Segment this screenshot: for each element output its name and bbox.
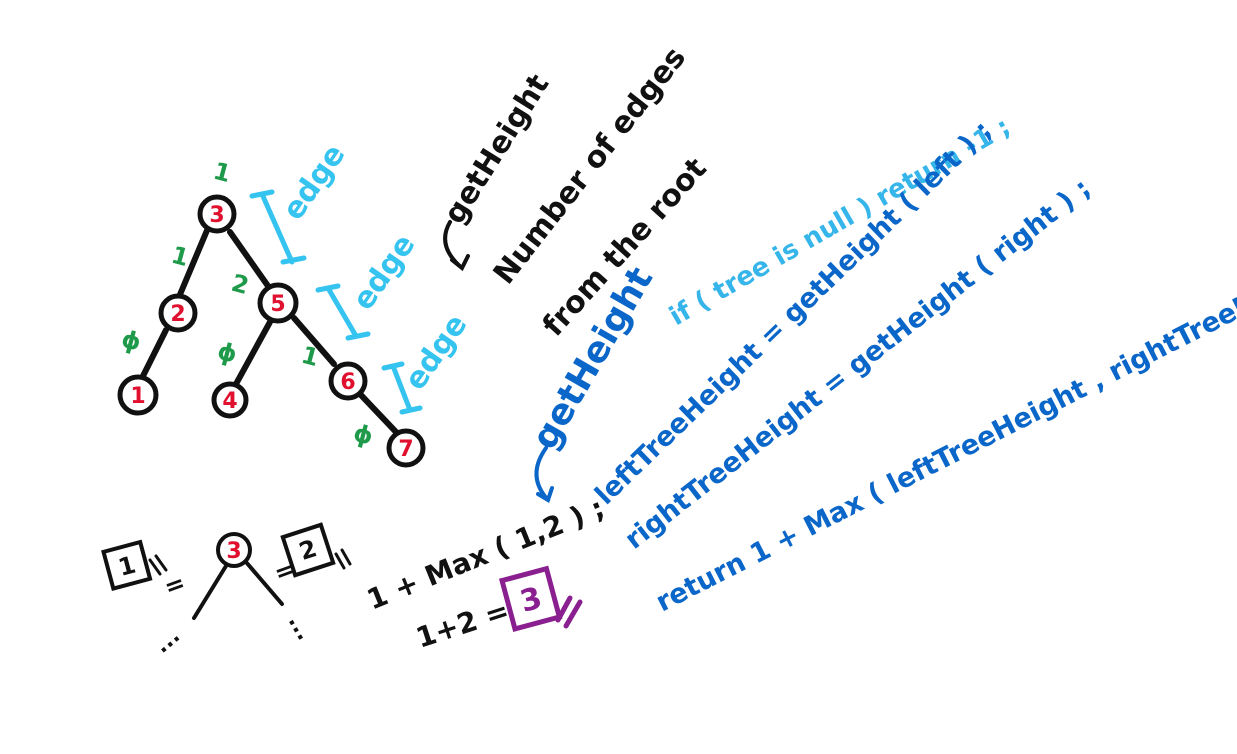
- final-result-value: 3: [516, 581, 545, 620]
- right-box-value: 2: [296, 534, 321, 566]
- node-label: 4: [222, 389, 237, 414]
- bracket-icon: [381, 361, 423, 415]
- node-label: 6: [340, 370, 355, 395]
- left-box-value: 1: [115, 551, 138, 582]
- left-result-box: 1: [101, 539, 153, 592]
- tree-nodes: 3 2 5 1 4 6 7: [117, 194, 426, 468]
- edge-word: edge: [398, 308, 475, 397]
- ellipsis-left: ...: [150, 623, 185, 658]
- tree-node: 7: [386, 428, 426, 468]
- double-tick-icon: [334, 548, 352, 570]
- ellipsis-right: ...: [283, 611, 317, 645]
- height-label: ϕ: [118, 325, 144, 357]
- tree-node: 4: [211, 381, 249, 419]
- tree-node: 5: [257, 282, 299, 324]
- height-label: ϕ: [350, 419, 376, 451]
- edge-brackets: [249, 189, 423, 415]
- calc-line-2: 1+2 =: [412, 594, 513, 655]
- tree-edge: [233, 319, 273, 387]
- binary-tree: [139, 225, 399, 435]
- height-label: 1: [210, 157, 233, 188]
- node-label: 3: [209, 203, 224, 228]
- tree-node: 1: [117, 374, 159, 416]
- tree-node: 3: [197, 194, 237, 234]
- pseudocode: getHeight if ( tree is null ) return -1 …: [524, 112, 1237, 618]
- final-result-box: 3: [498, 565, 563, 632]
- definition-notes: getHeight Number of edges from the root: [437, 41, 714, 344]
- double-tick-icon: [148, 554, 168, 576]
- bracket-icon: [249, 189, 307, 265]
- double-tick-icon: [555, 595, 583, 629]
- curved-arrow-icon: [534, 446, 554, 503]
- height-label: ϕ: [214, 337, 240, 369]
- node-label: 7: [398, 437, 413, 462]
- edge-word: edge: [276, 138, 353, 227]
- edge-word: edge: [346, 228, 423, 317]
- tree-edge: [227, 229, 271, 289]
- bracket-icon: [315, 283, 371, 341]
- tree-edge: [244, 560, 284, 606]
- tree-edge: [357, 391, 399, 435]
- height-label: 1: [168, 241, 191, 272]
- tree-node: 6: [328, 361, 368, 401]
- tree-node: 2: [158, 293, 198, 333]
- curved-arrow-icon: [443, 220, 470, 272]
- notes-line1: Number of edges: [487, 41, 693, 291]
- node-label: 5: [270, 292, 285, 317]
- height-label: 2: [228, 269, 251, 300]
- height-label: 1: [298, 341, 321, 372]
- tree-edge: [291, 315, 337, 367]
- height-example: 1 = 3 ... ... = 2 1 + Max ( 1,2 ) ; 1+2 …: [101, 491, 609, 659]
- tree-edge: [192, 564, 228, 620]
- node-label: 2: [170, 302, 185, 327]
- tree-edge: [173, 225, 211, 307]
- node-label: 1: [130, 384, 145, 409]
- root-value: 3: [226, 539, 241, 564]
- tree-edge: [139, 327, 169, 381]
- equals-sign: =: [160, 568, 188, 601]
